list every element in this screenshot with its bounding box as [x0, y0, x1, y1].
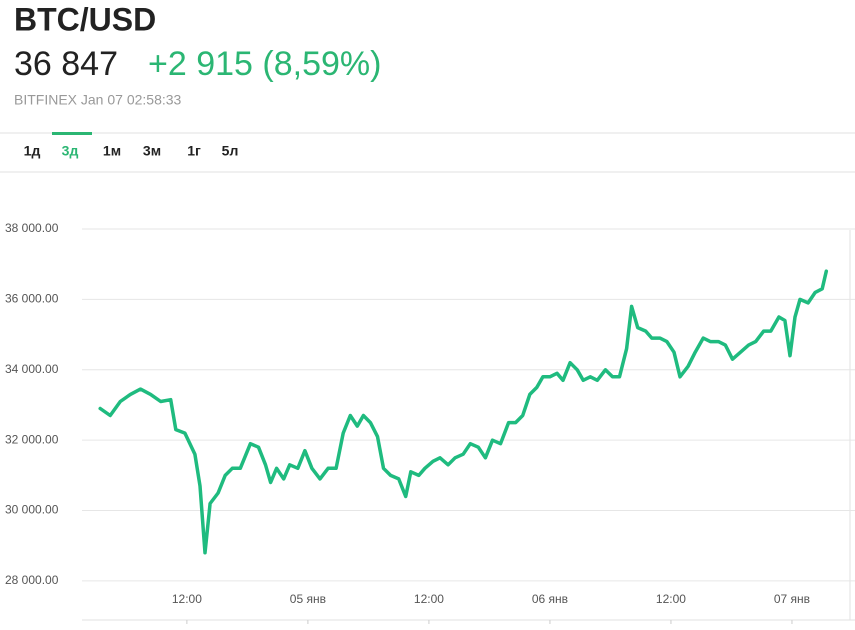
tab[interactable]: 1г [187, 143, 201, 159]
tab[interactable]: 1д [24, 143, 41, 159]
y-tick-label: 30 000.00 [5, 503, 59, 517]
y-tick-label: 28 000.00 [5, 573, 59, 587]
tab[interactable]: 1м [103, 143, 121, 159]
y-tick-label: 36 000.00 [5, 292, 59, 306]
x-tick-label: 05 янв [290, 592, 326, 606]
x-tick-label: 07 янв [774, 592, 810, 606]
tabs: 1д 3д 1м 3м 1г 5л [24, 132, 239, 159]
price-line [98, 269, 829, 555]
tab-indicator [52, 132, 92, 135]
source: BITFINEX Jan 07 02:58:33 [14, 92, 182, 108]
tab[interactable]: 3м [143, 143, 161, 159]
chart: 28 000.00 30 000.00 32 000.00 34 000.00 36 0… [5, 221, 855, 624]
symbol: BTC/USD [14, 1, 156, 37]
y-tick-label: 34 000.00 [5, 362, 59, 376]
x-tick-label: 12:00 [656, 592, 686, 606]
tab[interactable]: 3д [62, 143, 79, 159]
y-tick-label: 32 000.00 [5, 432, 59, 446]
price-change: +2 915 (8,59%) [148, 45, 381, 83]
price: 36 847 [14, 45, 118, 83]
y-tick-label: 38 000.00 [5, 221, 59, 235]
x-tick-label: 12:00 [172, 592, 202, 606]
x-tick-label: 12:00 [414, 592, 444, 606]
x-tick-label: 06 янв [532, 592, 568, 606]
tab[interactable]: 5л [222, 143, 239, 159]
